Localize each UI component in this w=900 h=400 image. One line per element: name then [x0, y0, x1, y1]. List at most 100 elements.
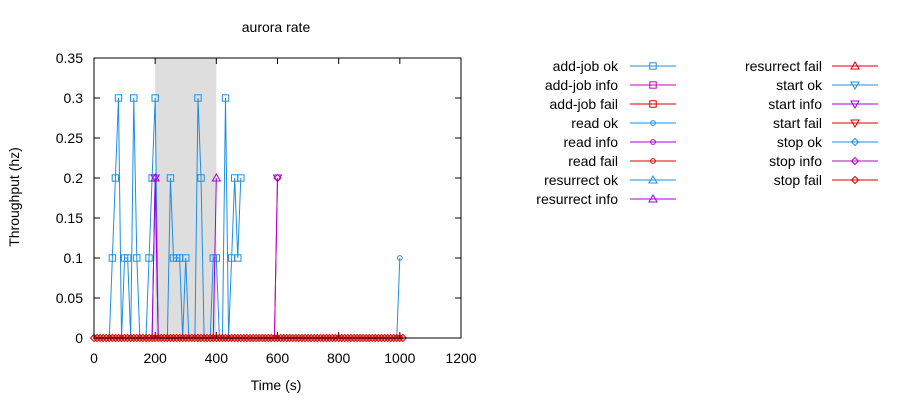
- data-point: [145, 254, 153, 262]
- baseline-marker: [303, 333, 313, 343]
- baseline-marker: [236, 333, 246, 343]
- legend-label: add-job fail: [550, 96, 619, 112]
- baseline-marker: [258, 333, 267, 343]
- baseline-marker: [316, 333, 325, 343]
- legend-label: resurrect info: [536, 191, 618, 207]
- legend-swatch-marker: [648, 193, 658, 203]
- x-tick-label: 400: [205, 350, 229, 366]
- baseline-marker: [294, 333, 304, 343]
- baseline-marker: [267, 333, 276, 343]
- y-tick-label: 0.35: [56, 50, 83, 66]
- baseline-marker: [343, 333, 353, 343]
- data-point: [166, 174, 175, 182]
- baseline-marker: [178, 333, 187, 343]
- baseline-marker: [300, 333, 310, 343]
- baseline-marker: [199, 333, 209, 343]
- legend-item: start ok: [776, 77, 878, 93]
- chart-title: aurora rate: [242, 19, 311, 35]
- baseline-marker: [264, 333, 273, 343]
- legend-swatch-marker: [850, 60, 860, 70]
- baseline-marker: [157, 333, 166, 343]
- baseline-marker: [196, 333, 206, 343]
- baseline-marker: [328, 333, 337, 343]
- legend-swatch-marker: [850, 175, 860, 185]
- data-point: [108, 254, 117, 262]
- baseline-marker: [160, 333, 169, 343]
- legend-label: read fail: [568, 153, 618, 169]
- baseline-marker: [279, 333, 288, 343]
- legend-item: resurrect ok: [544, 172, 676, 188]
- baseline-marker: [398, 333, 408, 343]
- y-tick-label: 0.1: [64, 250, 84, 266]
- baseline-marker: [126, 333, 135, 343]
- legend-swatch-marker: [850, 100, 860, 110]
- x-tick-label: 1000: [384, 350, 415, 366]
- x-axis-label: Time (s): [251, 377, 302, 393]
- baseline-marker: [254, 333, 264, 343]
- data-point: [133, 254, 141, 262]
- baseline-marker: [175, 333, 184, 343]
- data-point: [150, 174, 161, 184]
- legend-item: stop info: [769, 153, 878, 169]
- baseline-marker: [358, 333, 368, 343]
- legend-item: add-job info: [545, 77, 676, 93]
- baseline-marker: [245, 333, 255, 343]
- baseline-marker: [282, 333, 291, 343]
- data-point: [111, 174, 120, 182]
- baseline-marker: [386, 333, 395, 343]
- baseline-marker: [120, 333, 129, 343]
- legend-label: start ok: [776, 77, 823, 93]
- baseline-marker: [395, 333, 405, 343]
- legend-swatch-marker: [650, 120, 656, 126]
- baseline-marker: [242, 333, 252, 343]
- data-point: [194, 94, 202, 102]
- baseline-marker: [261, 333, 270, 343]
- legend-label: add-job ok: [553, 58, 619, 74]
- legend-swatch-marker: [850, 137, 860, 147]
- baseline-marker: [227, 333, 236, 343]
- baseline-marker: [340, 333, 349, 343]
- baseline-marker: [239, 333, 249, 343]
- baseline-marker: [221, 333, 230, 343]
- baseline-marker: [248, 333, 258, 343]
- baseline-marker: [150, 333, 160, 343]
- baseline-marker: [184, 333, 194, 343]
- legend-swatch-marker: [850, 119, 860, 129]
- x-tick-label: 600: [266, 350, 290, 366]
- legend-item: add-job ok: [553, 58, 676, 74]
- legend: add-job ok add-job info add-job fail read o…: [536, 58, 878, 207]
- baseline-marker: [187, 333, 197, 343]
- baseline-marker: [374, 333, 383, 343]
- baseline-marker: [206, 333, 215, 343]
- baseline-marker: [95, 333, 105, 343]
- baseline-marker: [297, 333, 307, 343]
- data-point: [234, 254, 242, 262]
- legend-label: resurrect fail: [745, 58, 822, 74]
- baseline-marker: [251, 333, 261, 343]
- baseline-marker: [98, 333, 108, 343]
- baseline-marker: [218, 333, 227, 343]
- baseline-marker: [288, 333, 297, 343]
- baseline-marker: [212, 333, 221, 343]
- baseline-marker: [371, 333, 380, 343]
- baseline-marker: [306, 333, 316, 343]
- legend-item: stop ok: [777, 134, 878, 150]
- baseline-marker: [114, 333, 123, 343]
- baseline-marker: [147, 333, 157, 343]
- baseline-marker: [285, 333, 294, 343]
- legend-item: read fail: [568, 153, 676, 169]
- baseline-marker: [224, 333, 233, 343]
- series-layer: [89, 94, 408, 343]
- legend-label: start info: [768, 96, 822, 112]
- legend-swatch-marker: [650, 158, 656, 164]
- baseline-marker: [355, 333, 365, 343]
- data-point: [197, 174, 205, 182]
- baseline-marker: [154, 333, 163, 343]
- series-read-ok: [94, 255, 403, 339]
- y-tick-label: 0.15: [56, 210, 83, 226]
- legend-swatch-marker: [650, 139, 656, 145]
- baseline-marker: [331, 333, 340, 343]
- baseline-marker: [233, 333, 242, 343]
- axis-ticks: 0 200 400 600 800 1000 1200 0 0.05 0.1 0.15 0.2 0.25…: [56, 50, 477, 366]
- baseline-marker: [337, 333, 346, 343]
